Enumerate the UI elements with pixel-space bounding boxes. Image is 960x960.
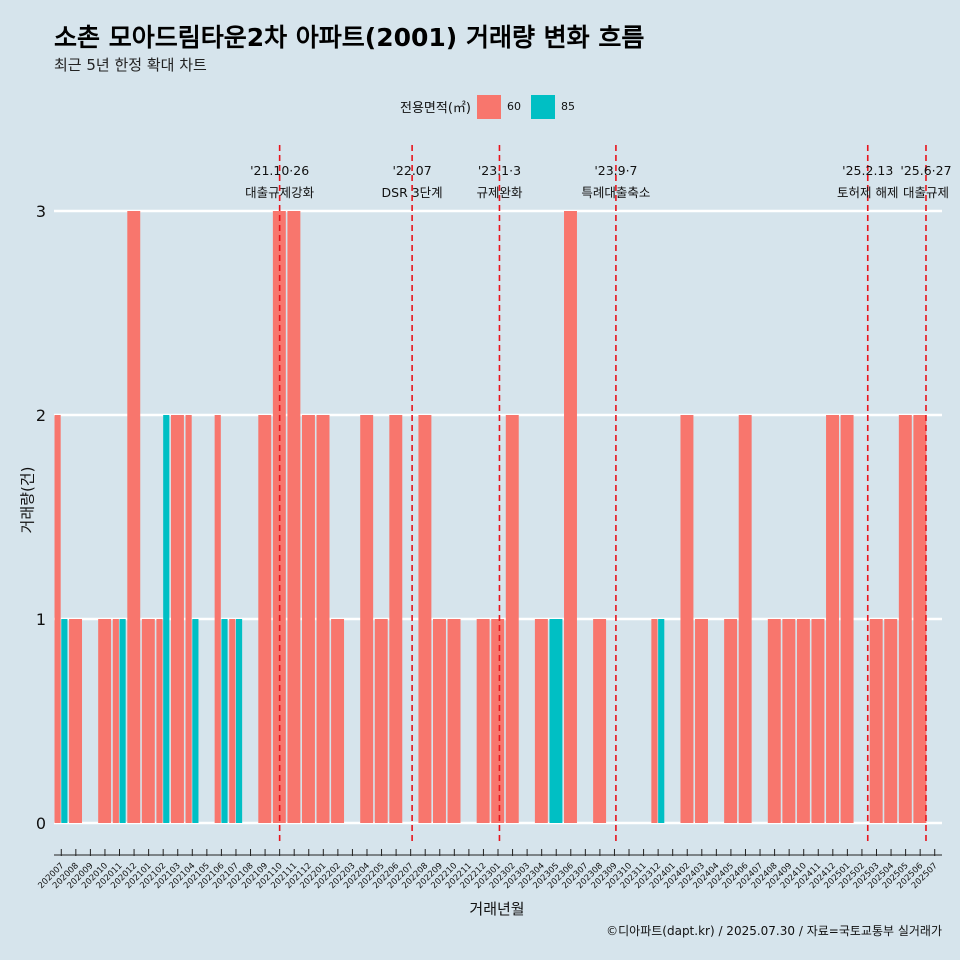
- event-label: 규제완화: [476, 185, 523, 200]
- bar-202010-60: [98, 619, 112, 823]
- legend-swatch-85: [530, 94, 555, 119]
- legend-title: 전용면적(㎡): [400, 101, 471, 116]
- bar-202007-85: [61, 619, 68, 823]
- bar-202405-60: [724, 619, 738, 823]
- event-label: 대출규제강화: [245, 185, 315, 200]
- bar-202106-85: [221, 619, 228, 823]
- event-date: '21.10·26: [250, 163, 309, 178]
- bar-202104-60: [185, 415, 192, 823]
- bar-202102-60: [156, 619, 163, 823]
- y-tick-label: 1: [36, 610, 46, 629]
- chart-subtitle: 최근 5년 한정 확대 차트: [54, 56, 207, 74]
- y-tick-label: 3: [36, 202, 46, 221]
- bar-202202-60: [331, 619, 345, 823]
- bar-202011-60: [112, 619, 119, 823]
- bar-202501-60: [840, 415, 854, 823]
- bar-202101-60: [141, 619, 155, 823]
- event-date: '23.9·7: [594, 163, 637, 178]
- bar-202012-60: [127, 211, 141, 823]
- bar-202504-60: [884, 619, 898, 823]
- bar-202201-60: [316, 415, 330, 823]
- legend-label-85: 85: [560, 100, 575, 113]
- bar-202210-60: [447, 619, 461, 823]
- event-date: '25.2.13: [842, 163, 893, 178]
- y-tick-label: 0: [36, 814, 46, 833]
- bar-202104-85: [192, 619, 199, 823]
- bar-202403-60: [695, 619, 708, 823]
- legend-label-60: 60: [506, 100, 521, 113]
- bar-202306-60: [564, 211, 577, 823]
- bar-202305-85: [549, 619, 563, 823]
- bar-202506-60: [913, 415, 927, 823]
- chart-title: 소촌 모아드림타운2차 아파트(2001) 거래량 변화 흐름: [54, 23, 645, 52]
- event-label: DSR 3단계: [382, 185, 443, 200]
- y-axis-label: 거래량(건): [18, 466, 37, 534]
- bar-202402-60: [680, 415, 694, 823]
- x-axis-label: 거래년월: [469, 900, 525, 918]
- event-label: 토허제 해제: [837, 185, 898, 200]
- legend: 전용면적(㎡) 60 85: [400, 93, 579, 120]
- bar-202312-85: [658, 619, 665, 823]
- bar-202209-60: [433, 619, 446, 823]
- bar-202308-60: [593, 619, 607, 823]
- bar-202007-60: [54, 415, 61, 823]
- source-caption: ©디아파트(dapt.kr) / 2025.07.30 / 자료=국토교통부 실…: [606, 924, 942, 938]
- bar-202212-60: [476, 619, 490, 823]
- bar-202107-60: [229, 619, 236, 823]
- bar-202205-60: [374, 619, 388, 823]
- event-date: '25.6·27: [900, 163, 951, 178]
- bar-202112-60: [301, 415, 315, 823]
- bar-202111-60: [287, 211, 301, 823]
- bar-202406-60: [738, 415, 752, 823]
- bar-202411-60: [811, 619, 825, 823]
- bar-202408-60: [767, 619, 781, 823]
- y-tick-label: 2: [36, 406, 46, 425]
- event-label: 대출규제: [903, 185, 949, 200]
- event-label: 특례대출축소: [581, 185, 650, 200]
- bar-202505-60: [898, 415, 912, 823]
- bar-202103-60: [170, 415, 184, 823]
- bar-202409-60: [782, 619, 796, 823]
- bar-202410-60: [796, 619, 810, 823]
- bar-202109-60: [258, 415, 272, 823]
- bar-202301-60: [491, 619, 505, 823]
- bar-202102-85: [163, 415, 170, 823]
- bar-202208-60: [418, 415, 432, 823]
- legend-swatch-60: [476, 94, 501, 119]
- bar-202302-60: [505, 415, 519, 823]
- bar-202008-60: [69, 619, 83, 823]
- event-date: '23.1·3: [478, 163, 521, 178]
- bar-202503-60: [869, 619, 883, 823]
- event-date: '22.07: [392, 163, 431, 178]
- bar-202204-60: [360, 415, 374, 823]
- bar-202107-85: [235, 619, 243, 823]
- bar-202312-60: [651, 619, 658, 823]
- bar-202304-60: [534, 619, 548, 823]
- bar-202011-85: [119, 619, 126, 823]
- bar-202206-60: [389, 415, 403, 823]
- bar-202412-60: [826, 415, 839, 823]
- bar-202106-60: [214, 415, 221, 823]
